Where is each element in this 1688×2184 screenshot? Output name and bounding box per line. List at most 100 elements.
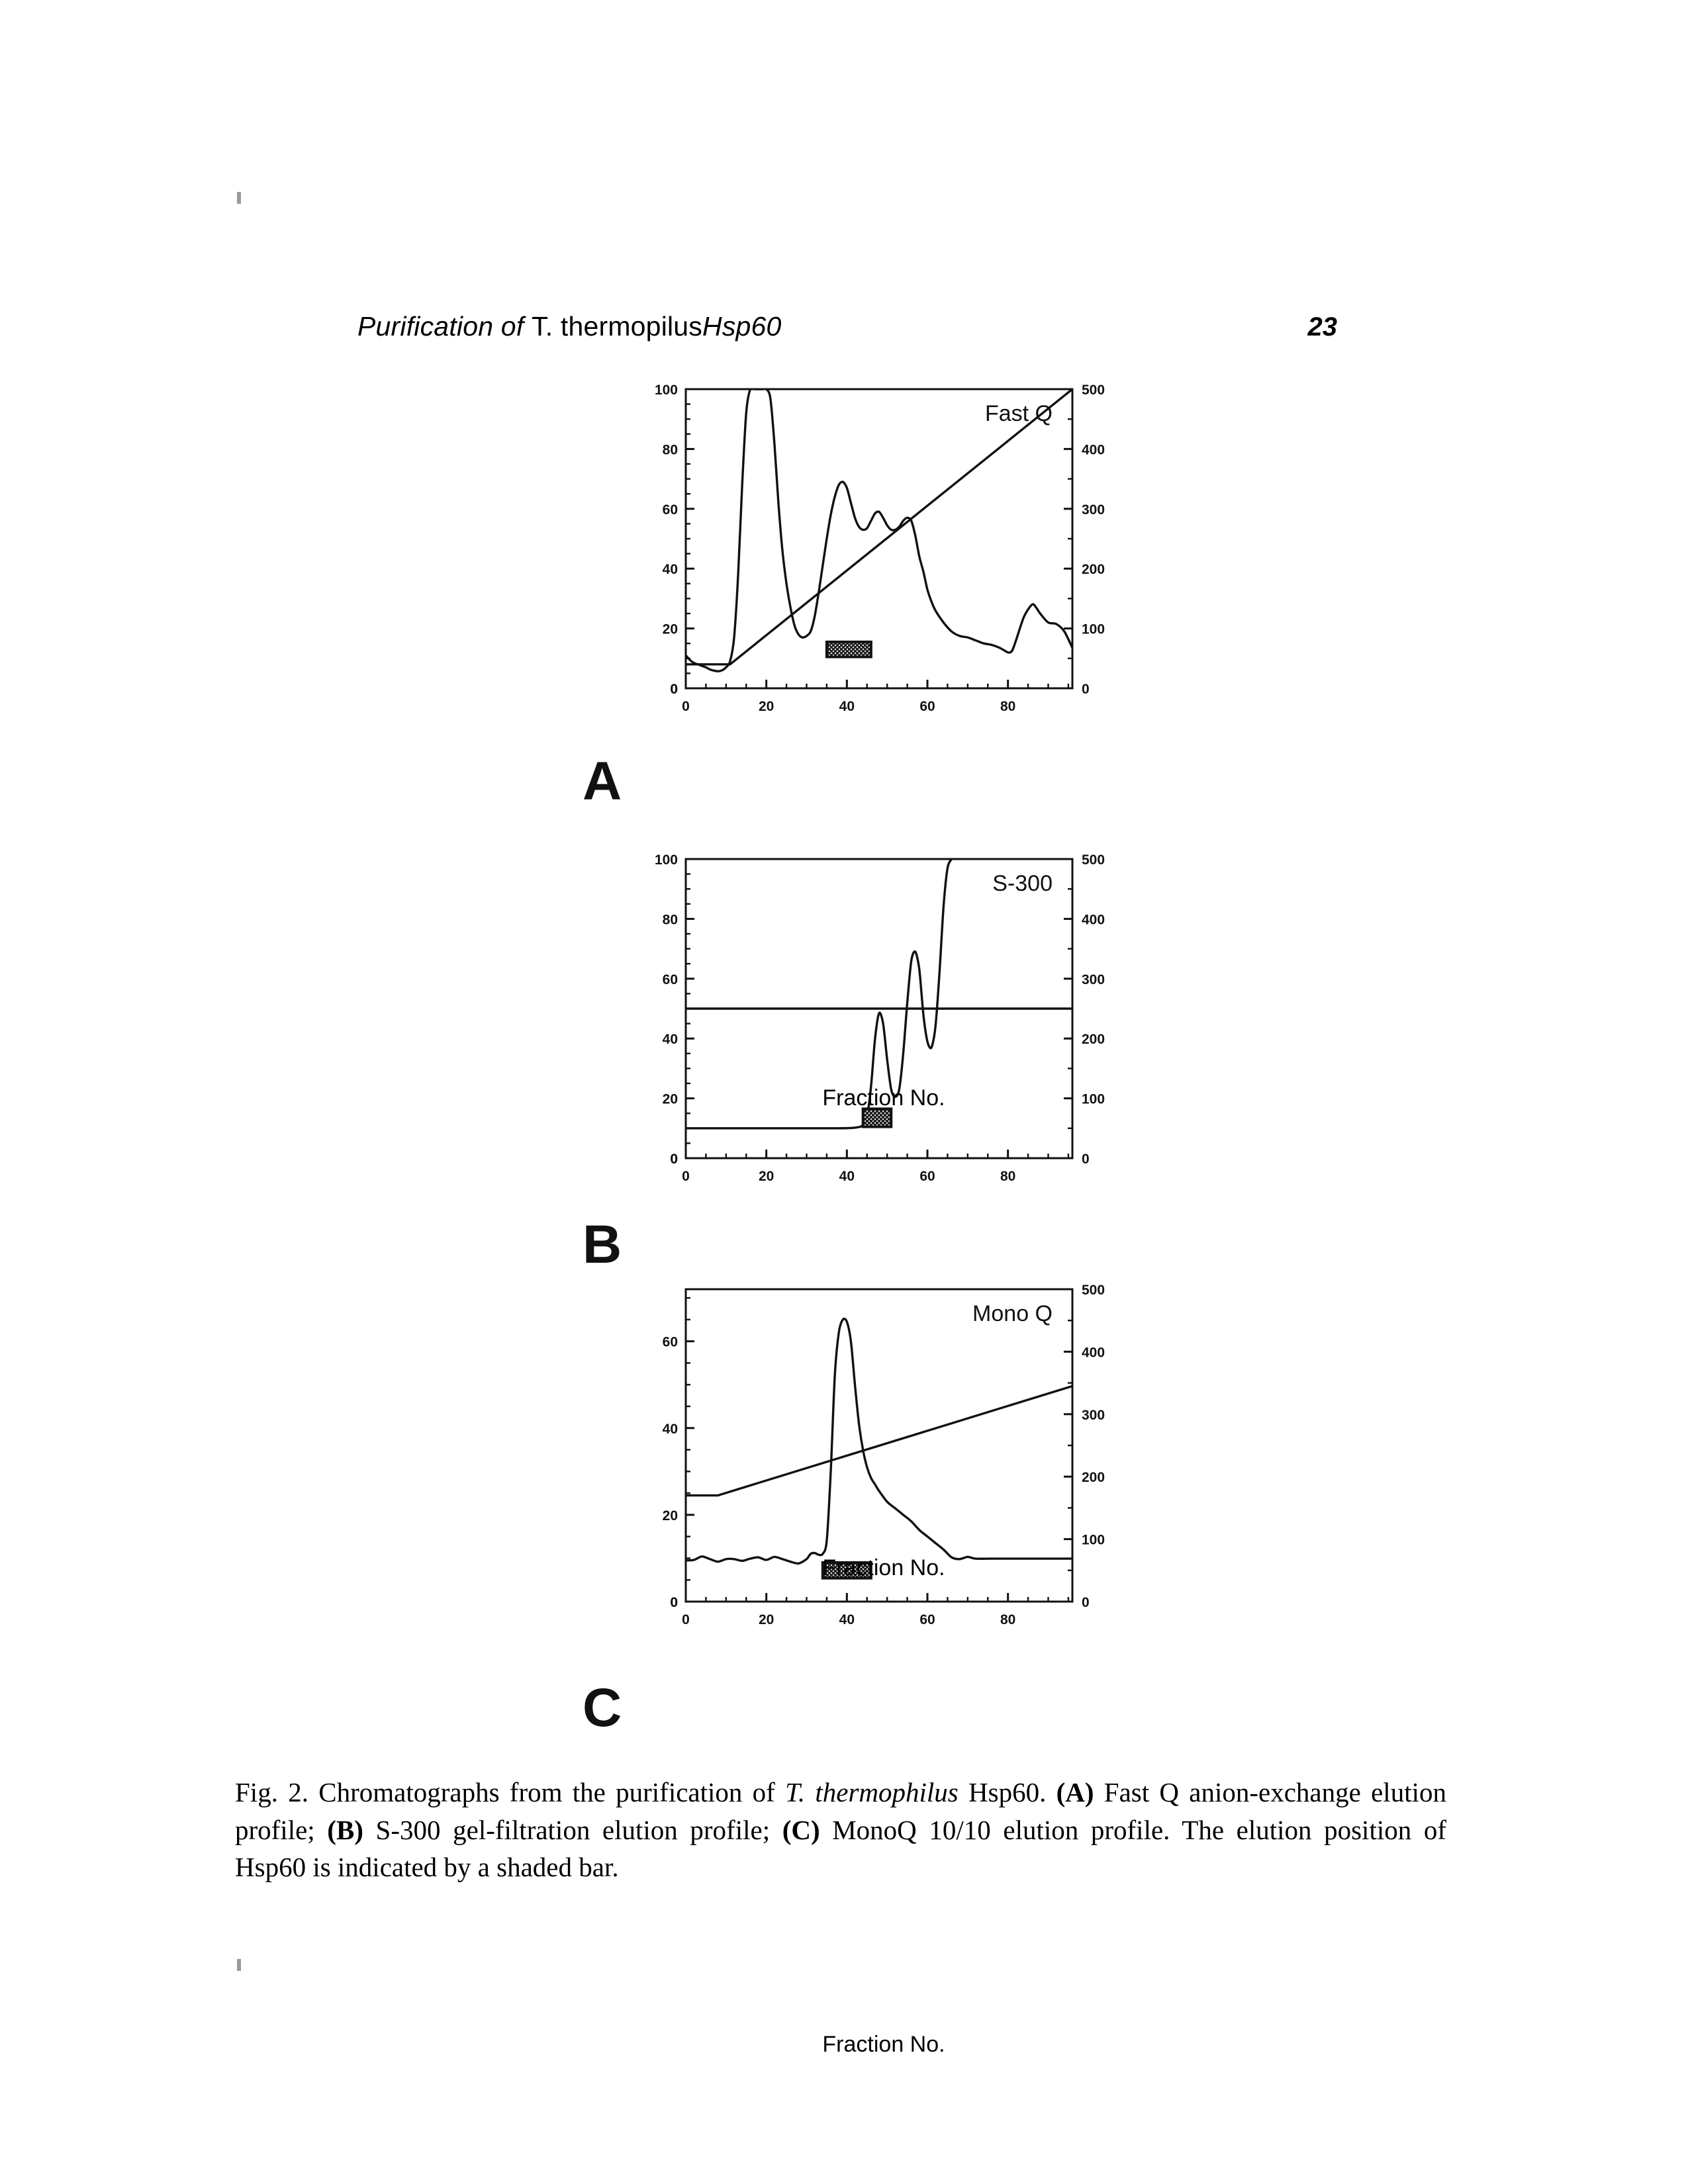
caption-tag-a: (A): [1056, 1777, 1094, 1807]
hsp60-shaded-bar: [821, 1561, 872, 1580]
y-tick-label-left: 80: [663, 442, 678, 457]
series-label: Mono Q: [972, 1301, 1053, 1326]
y-tick-label-left: 60: [663, 502, 678, 518]
caption-text-b: S-300 gel-filtration elution profile;: [363, 1814, 782, 1845]
y-tick-label-right: 200: [1082, 1470, 1105, 1485]
y-tick-label-left: 80: [663, 912, 678, 927]
origin-label: 0: [670, 1152, 678, 1167]
x-tick-label: 0: [682, 1169, 690, 1184]
page-number: 23: [1307, 312, 1338, 341]
x-axis-label-c: Fraction No.: [822, 2032, 945, 2057]
traces-group: [686, 389, 1072, 672]
y-tick-label-left: 40: [663, 562, 678, 577]
y-tick-label-right: 400: [1082, 442, 1105, 457]
y-tick-label-left: 40: [663, 1032, 678, 1047]
traces-group: [686, 859, 1072, 1130]
series-label: Fast Q: [985, 401, 1053, 426]
x-tick-label: 40: [839, 1169, 855, 1184]
absorbance-trace: [686, 389, 1072, 672]
y-tick-label-left: 20: [663, 1092, 678, 1107]
caption-rest: Hsp60.: [958, 1777, 1056, 1807]
y-tick-label-right: 200: [1082, 1032, 1105, 1047]
caption-text-c: MonoQ 10/10 elution profile. The elution…: [235, 1814, 1446, 1883]
x-axis-label-a: Fraction No.: [822, 1085, 945, 1111]
y-tick-label-left: 0: [670, 1152, 678, 1167]
y-tick-label-right: 400: [1082, 912, 1105, 927]
x-tick-label: 60: [919, 1169, 935, 1184]
x-tick-label: 80: [1000, 1612, 1015, 1627]
running-head: Purification of T. thermopilusHsp60 23: [357, 311, 1337, 342]
caption-text-a: Fast Q anion-exchange elution profile;: [235, 1777, 1446, 1845]
y-tick-label-right: 100: [1082, 622, 1105, 637]
y-tick-label-left: 60: [663, 972, 678, 987]
y-tick-label-right: 500: [1082, 1283, 1105, 1298]
x-tick-label: 80: [1000, 699, 1015, 714]
registration-mark-bottom-left: [237, 1959, 241, 1971]
y-tick-label-left: 100: [655, 383, 678, 398]
origin-label: 0: [670, 682, 678, 697]
y-tick-label-right: 100: [1082, 1533, 1105, 1548]
chart-panel-b: 0 20 40 60 80 100 0 100 200 300 400 500 0 20 40 60 80 0 S-…: [609, 847, 1158, 1205]
x-tick-label: 60: [919, 699, 935, 714]
y-tick-label-left: 20: [663, 622, 678, 637]
panel-letter-b: B: [583, 1214, 622, 1275]
x-tick-label: 0: [682, 1612, 690, 1627]
x-tick-label: 80: [1000, 1169, 1015, 1184]
y-tick-label-right: 300: [1082, 502, 1105, 518]
y-tick-label-right: 0: [1082, 682, 1090, 697]
series-label: S-300: [992, 871, 1053, 896]
x-tick-label: 60: [919, 1612, 935, 1627]
x-tick-label: 20: [759, 1169, 774, 1184]
y-tick-label-right: 400: [1082, 1345, 1105, 1360]
absorbance-trace: [686, 859, 953, 1130]
running-head-title-species: T. thermopilus: [532, 311, 703, 341]
y-tick-label-right: 0: [1082, 1595, 1090, 1610]
panel-letter-c: C: [583, 1678, 622, 1738]
traces-group: [686, 1317, 1072, 1580]
running-head-title-protein: Hsp60: [702, 311, 782, 341]
y-tick-label-left: 0: [670, 1595, 678, 1610]
x-tick-label: 0: [682, 699, 690, 714]
running-head-title: Purification of T. thermopilusHsp60: [357, 311, 782, 342]
chart-panel-c: 0 20 40 60 0 100 200 300 400 500 0 20 40 60 80 0 Mono Q: [609, 1277, 1158, 1648]
y-tick-label-left: 20: [663, 1508, 678, 1524]
x-tick-label: 40: [839, 1612, 855, 1627]
running-head-title-prefix: Purification of: [357, 311, 532, 341]
y-tick-label-left: 40: [663, 1422, 678, 1437]
figure-caption: Fig. 2. Chromatographs from the purifica…: [235, 1774, 1446, 1886]
origin-label: 0: [670, 1595, 678, 1610]
y-tick-label-right: 200: [1082, 562, 1105, 577]
y-tick-label-right: 300: [1082, 972, 1105, 987]
hsp60-shaded-bar: [825, 640, 872, 659]
registration-mark-top-left: [237, 192, 241, 204]
figure-2: A B C 0 20 40 60 80 100 0 100 200 300 400 500 0 20 40 6…: [0, 357, 1688, 2057]
caption-species: T. thermophilus: [785, 1777, 959, 1807]
y-tick-label-right: 100: [1082, 1092, 1105, 1107]
x-tick-label: 20: [759, 1612, 774, 1627]
hsp60-shaded-bar: [861, 1107, 893, 1128]
nacl-gradient-trace: [686, 1385, 1072, 1497]
y-tick-label-left: 100: [655, 852, 678, 868]
nacl-gradient-trace: [686, 389, 1072, 666]
caption-lead: Fig. 2. Chromatographs from the purifica…: [235, 1777, 786, 1807]
x-tick-label: 20: [759, 699, 774, 714]
caption-tag-c: (C): [782, 1814, 820, 1845]
chart-panel-a: 0 20 40 60 80 100 0 100 200 300 400 500 0 20 40 60 80 0 Fa…: [609, 377, 1158, 735]
absorbance-trace: [686, 1317, 1072, 1565]
y-tick-label-right: 300: [1082, 1408, 1105, 1423]
panel-letter-a: A: [583, 751, 622, 811]
y-tick-label-left: 0: [670, 682, 678, 697]
y-tick-label-left: 60: [663, 1335, 678, 1350]
y-tick-label-right: 0: [1082, 1152, 1090, 1167]
y-tick-label-right: 500: [1082, 383, 1105, 398]
caption-tag-b: (B): [327, 1814, 363, 1845]
x-tick-label: 40: [839, 699, 855, 714]
y-tick-label-right: 500: [1082, 852, 1105, 868]
x-axis-label-b: Fraction No.: [822, 1555, 945, 1580]
